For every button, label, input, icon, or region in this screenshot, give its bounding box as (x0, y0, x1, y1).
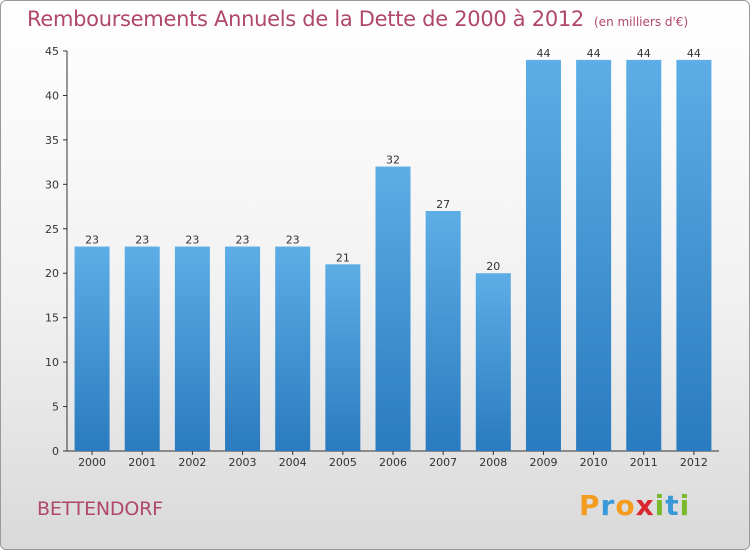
logo-letter: o (615, 489, 636, 522)
bar (325, 264, 361, 451)
bar-value-label: 23 (185, 234, 199, 247)
x-tick-label: 2000 (78, 456, 106, 469)
logo-letter: i (679, 489, 691, 522)
logo-letter: i (654, 489, 666, 522)
bar (676, 59, 712, 452)
y-tick-label: 35 (45, 134, 59, 147)
bar-value-label: 32 (386, 154, 400, 167)
bar-value-label: 23 (286, 234, 300, 247)
x-tick-label: 2006 (379, 456, 407, 469)
y-tick-label: 40 (45, 89, 59, 102)
y-tick-label: 5 (52, 401, 59, 414)
y-tick-label: 15 (45, 312, 59, 325)
bar (576, 59, 612, 452)
x-tick-label: 2009 (529, 456, 557, 469)
x-tick-label: 2008 (479, 456, 507, 469)
x-tick-label: 2001 (128, 456, 156, 469)
y-tick-label: 30 (45, 178, 59, 191)
bar-value-label: 27 (436, 198, 450, 211)
bar-value-label: 44 (687, 47, 701, 60)
x-tick-label: 2005 (329, 456, 357, 469)
bar-value-label: 21 (336, 251, 350, 264)
logo-letter: t (665, 489, 680, 522)
y-tick-label: 25 (45, 223, 59, 236)
x-tick-label: 2002 (178, 456, 206, 469)
bar (626, 59, 662, 452)
x-tick-label: 2007 (429, 456, 457, 469)
bar-value-label: 44 (536, 47, 550, 60)
bar-value-label: 20 (486, 260, 500, 273)
chart-subtitle: (en milliers d'€) (594, 15, 689, 29)
y-tick-label: 45 (45, 45, 59, 58)
logo-letter: x (635, 489, 655, 522)
proxiti-logo: Proxiti (579, 489, 690, 522)
x-tick-label: 2010 (580, 456, 608, 469)
bar-value-label: 44 (637, 47, 651, 60)
bar-value-label: 23 (135, 234, 149, 247)
x-tick-label: 2004 (279, 456, 307, 469)
x-tick-label: 2003 (229, 456, 257, 469)
bar (124, 246, 160, 451)
bar-value-label: 44 (587, 47, 601, 60)
bar (525, 59, 561, 452)
chart-title: Remboursements Annuels de la Dette de 20… (27, 7, 688, 31)
logo-letter: r (600, 489, 616, 522)
y-tick-label: 10 (45, 356, 59, 369)
bar (375, 166, 411, 452)
logo-letter: P (579, 489, 601, 522)
bar (225, 246, 261, 451)
bar (275, 246, 311, 451)
x-tick-label: 2011 (630, 456, 658, 469)
bar-value-label: 23 (85, 234, 99, 247)
bar (425, 211, 461, 451)
x-tick-label: 2012 (680, 456, 708, 469)
y-tick-label: 20 (45, 267, 59, 280)
y-tick-label: 0 (52, 445, 59, 458)
bar (74, 246, 110, 451)
bar-value-label: 23 (236, 234, 250, 247)
bar (475, 273, 511, 451)
chart-title-text: Remboursements Annuels de la Dette de 20… (27, 7, 584, 31)
bar (174, 246, 210, 451)
place-name: BETTENDORF (37, 498, 163, 520)
